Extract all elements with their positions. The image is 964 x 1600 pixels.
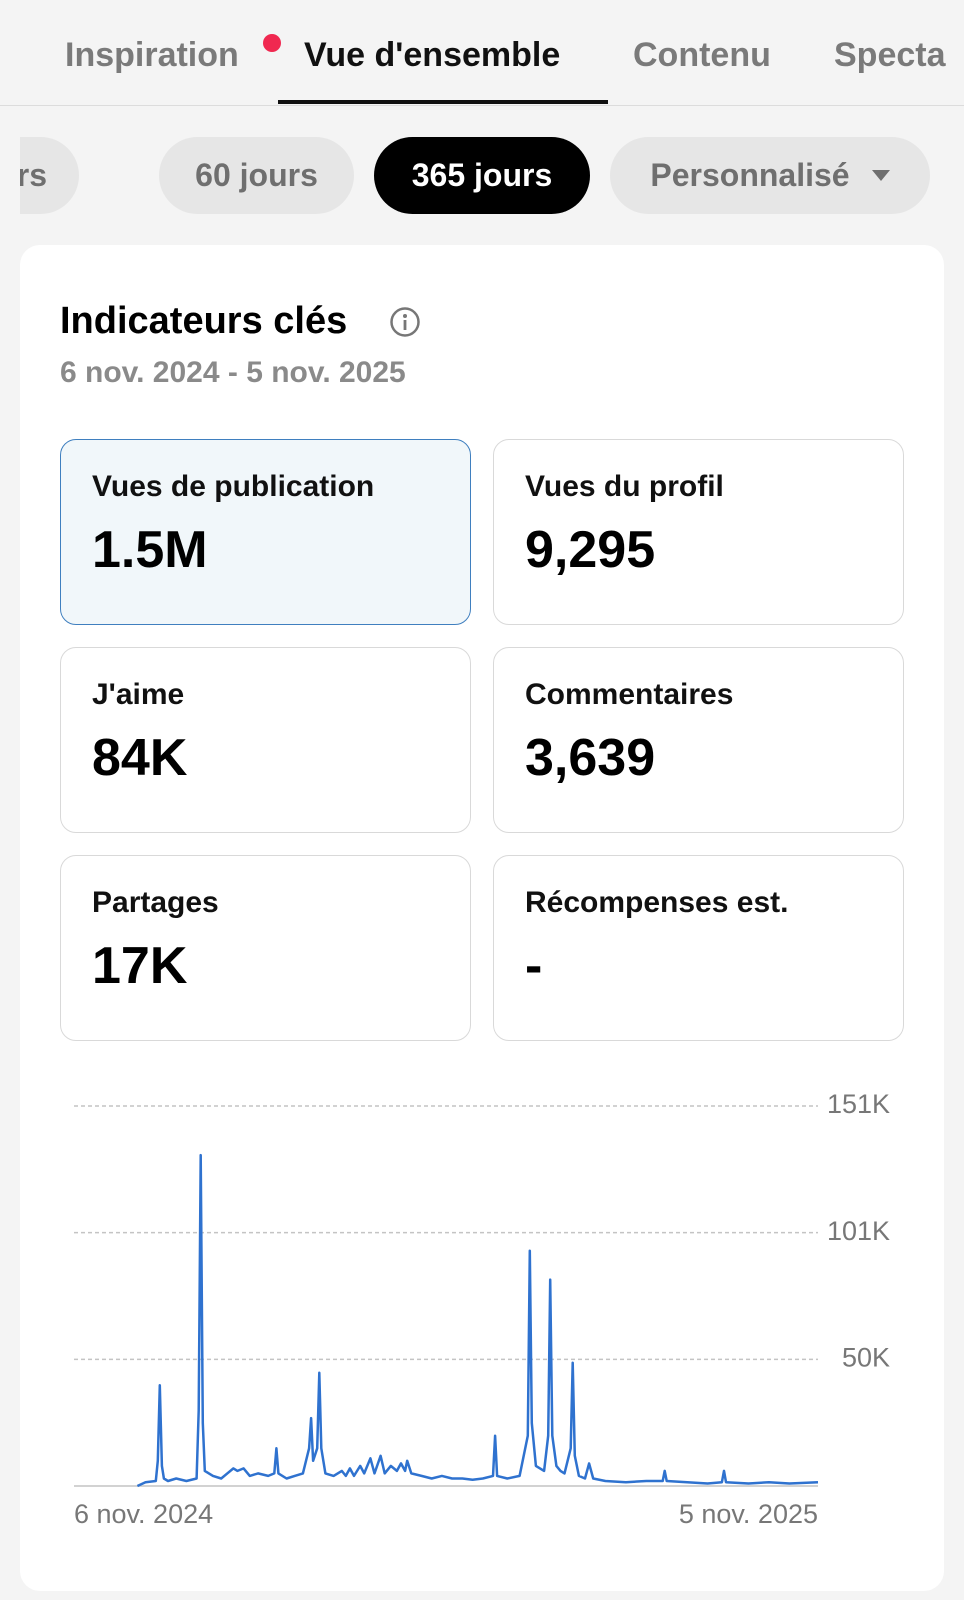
period-pill[interactable]: 60 jours	[159, 137, 354, 214]
metric-card[interactable]: Commentaires 3,639	[493, 647, 904, 833]
metric-card[interactable]: Vues de publication 1.5M	[60, 439, 471, 625]
tab[interactable]: Specta	[834, 36, 946, 74]
metric-value: 3,639	[525, 729, 656, 787]
date-range: 6 nov. 2024 - 5 nov. 2025	[60, 356, 406, 389]
y-tick-label: 151K	[827, 1089, 890, 1119]
x-tick-label: 6 nov. 2024	[74, 1499, 213, 1529]
metric-value: 9,295	[525, 521, 656, 579]
info-icon[interactable]	[389, 306, 421, 338]
period-label: Personnalisé	[650, 157, 850, 193]
metric-card[interactable]: Vues du profil 9,295	[493, 439, 904, 625]
metric-value: 84K	[92, 729, 188, 787]
tab[interactable]: Inspiration	[65, 36, 239, 74]
line-series	[136, 1153, 819, 1488]
tab[interactable]: Vue d'ensemble	[304, 36, 561, 74]
metric-label: Commentaires	[525, 678, 734, 711]
x-tick-label: 5 nov. 2025	[679, 1499, 818, 1529]
y-tick-label: 50K	[842, 1342, 890, 1372]
metric-value: 17K	[92, 937, 188, 995]
notification-dot	[263, 34, 281, 52]
metric-label: J'aime	[92, 678, 185, 711]
tab[interactable]: Contenu	[633, 36, 771, 74]
metric-value: -	[525, 937, 543, 995]
metric-value: 1.5M	[92, 521, 208, 579]
metric-card[interactable]: J'aime 84K	[60, 647, 471, 833]
period-label: jours	[20, 157, 47, 193]
metric-label: Vues de publication	[92, 470, 375, 503]
metric-card[interactable]: Partages 17K	[60, 855, 471, 1041]
period-label: 60 jours	[195, 157, 318, 193]
period-pill[interactable]: 365 jours	[374, 137, 590, 214]
tab-underline	[278, 100, 608, 104]
dropdown-arrow	[871, 170, 890, 181]
tab-divider	[0, 105, 964, 106]
period-row: jours 60 jours 365 jours Personnalisé	[20, 0, 964, 240]
period-pill[interactable]: Personnalisé	[610, 137, 930, 214]
y-tick-label: 101K	[827, 1216, 890, 1246]
metric-label: Récompenses est.	[525, 886, 789, 919]
period-pill[interactable]: jours	[20, 137, 79, 214]
metric-label: Partages	[92, 886, 219, 919]
metric-card[interactable]: Récompenses est. -	[493, 855, 904, 1041]
tab-bar: Inspiration Vue d'ensemble Contenu Specta	[0, 0, 964, 106]
period-label: 365 jours	[411, 157, 553, 193]
card-title: Indicateurs clés	[60, 300, 348, 342]
metric-label: Vues du profil	[525, 470, 724, 503]
